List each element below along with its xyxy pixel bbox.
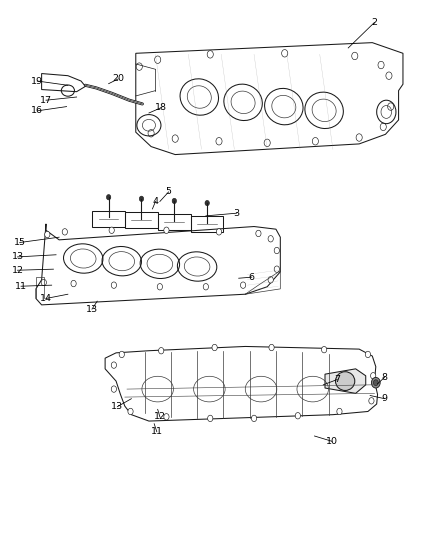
Text: 11: 11 xyxy=(15,282,27,290)
Polygon shape xyxy=(325,369,366,393)
Circle shape xyxy=(164,227,169,233)
Circle shape xyxy=(203,284,208,290)
Text: 11: 11 xyxy=(151,427,163,436)
Circle shape xyxy=(155,56,161,63)
Text: 13: 13 xyxy=(111,402,124,411)
Circle shape xyxy=(136,63,142,70)
Circle shape xyxy=(269,344,274,351)
Text: 12: 12 xyxy=(11,266,24,274)
Circle shape xyxy=(371,373,376,379)
Text: 3: 3 xyxy=(233,209,240,217)
Circle shape xyxy=(380,123,386,131)
Circle shape xyxy=(71,280,76,287)
Text: 12: 12 xyxy=(154,413,166,421)
Circle shape xyxy=(157,284,162,290)
Text: 8: 8 xyxy=(381,373,388,382)
Circle shape xyxy=(295,413,300,419)
Circle shape xyxy=(128,408,133,415)
Circle shape xyxy=(268,277,273,283)
Text: 17: 17 xyxy=(40,96,52,104)
Text: 10: 10 xyxy=(326,437,338,446)
Text: 14: 14 xyxy=(40,294,52,303)
Text: 15: 15 xyxy=(14,238,26,247)
Circle shape xyxy=(208,415,213,422)
Circle shape xyxy=(172,198,177,204)
Text: 20: 20 xyxy=(112,75,124,83)
Circle shape xyxy=(62,229,67,235)
Circle shape xyxy=(41,279,46,286)
Circle shape xyxy=(378,61,384,69)
Text: 18: 18 xyxy=(155,103,167,112)
Circle shape xyxy=(240,282,246,288)
Circle shape xyxy=(386,72,392,79)
Circle shape xyxy=(119,351,124,358)
Circle shape xyxy=(388,103,394,110)
Text: 16: 16 xyxy=(31,107,43,115)
Text: 13: 13 xyxy=(11,253,24,261)
Text: 9: 9 xyxy=(381,394,388,403)
Circle shape xyxy=(164,414,169,420)
Circle shape xyxy=(111,282,117,288)
Circle shape xyxy=(352,52,358,60)
Text: 6: 6 xyxy=(249,273,255,281)
Circle shape xyxy=(282,50,288,57)
Circle shape xyxy=(212,344,217,351)
Text: 2: 2 xyxy=(371,18,378,27)
Circle shape xyxy=(148,130,154,137)
Text: 19: 19 xyxy=(31,77,43,85)
Circle shape xyxy=(264,139,270,147)
Text: 5: 5 xyxy=(166,188,172,196)
Circle shape xyxy=(321,346,327,353)
Circle shape xyxy=(45,231,50,238)
Circle shape xyxy=(312,138,318,145)
Circle shape xyxy=(365,351,371,358)
Circle shape xyxy=(268,236,273,242)
Circle shape xyxy=(369,398,374,404)
Ellipse shape xyxy=(336,372,355,391)
Circle shape xyxy=(371,377,380,388)
Text: 4: 4 xyxy=(152,197,159,206)
Circle shape xyxy=(216,229,222,235)
Circle shape xyxy=(337,408,342,415)
Text: 13: 13 xyxy=(86,305,98,313)
Circle shape xyxy=(256,230,261,237)
Circle shape xyxy=(207,51,213,58)
Circle shape xyxy=(216,138,222,145)
Circle shape xyxy=(274,247,279,254)
Text: 7: 7 xyxy=(334,375,340,384)
Circle shape xyxy=(172,135,178,142)
Circle shape xyxy=(373,379,378,386)
Circle shape xyxy=(109,227,114,233)
Circle shape xyxy=(111,386,117,392)
Circle shape xyxy=(106,195,111,200)
Circle shape xyxy=(205,200,209,206)
Circle shape xyxy=(139,196,144,201)
Circle shape xyxy=(159,348,164,354)
Circle shape xyxy=(356,134,362,141)
Circle shape xyxy=(251,415,257,422)
Circle shape xyxy=(111,362,117,368)
Circle shape xyxy=(274,266,279,272)
